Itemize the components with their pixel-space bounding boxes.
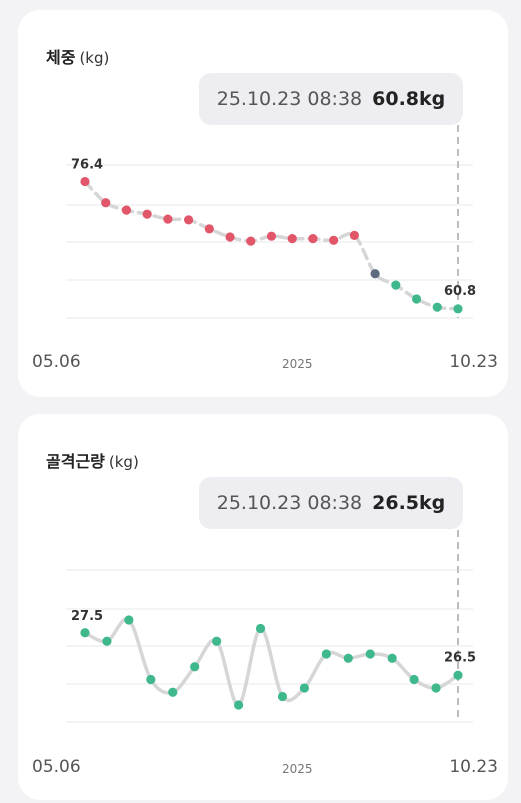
weight-data-point[interactable]	[121, 205, 132, 215]
muscle-data-point[interactable]	[365, 649, 375, 659]
weight-last-value-label: 60.8	[444, 284, 476, 299]
weight-data-point[interactable]	[225, 232, 235, 242]
muscle-data-point[interactable]	[321, 649, 331, 659]
muscle-data-point[interactable]	[453, 670, 463, 680]
weight-series-line	[83, 179, 460, 311]
muscle-data-point[interactable]	[212, 636, 222, 646]
muscle-card[interactable]: 골격근량 (kg) 27.5 26.5 25.10.23 08:38 26.5kg …	[18, 414, 508, 800]
muscle-data-point[interactable]	[80, 628, 90, 638]
muscle-tooltip-value: 26.5kg	[372, 492, 446, 514]
weight-card[interactable]: 체중 (kg) 76.4 60.8 25.10.23 08:38 60.8kg 05…	[18, 10, 508, 397]
muscle-title-label: 골격근량	[46, 452, 105, 471]
weight-data-point[interactable]	[266, 231, 277, 241]
weight-data-point[interactable]	[411, 294, 422, 304]
weight-data-point[interactable]	[80, 176, 90, 187]
muscle-tooltip-date: 25.10.23 08:38	[216, 492, 363, 514]
weight-tooltip-value: 60.8kg	[372, 88, 446, 110]
muscle-unit-label: (kg)	[108, 453, 139, 471]
weight-data-point[interactable]	[142, 209, 152, 219]
weight-title-label: 체중	[46, 48, 76, 67]
weight-data-point[interactable]	[453, 304, 463, 314]
muscle-data-point[interactable]	[124, 615, 134, 625]
muscle-data-point[interactable]	[431, 683, 441, 693]
muscle-data-point[interactable]	[343, 653, 353, 663]
weight-data-point[interactable]	[246, 236, 256, 246]
weight-data-point[interactable]	[391, 280, 401, 290]
muscle-data-point[interactable]	[190, 662, 200, 672]
weight-tooltip-date: 25.10.23 08:38	[216, 88, 363, 110]
weight-data-point[interactable]	[204, 224, 214, 234]
muscle-data-point[interactable]	[277, 691, 288, 702]
muscle-data-point[interactable]	[387, 653, 397, 663]
muscle-x-end-label: 10.23	[449, 757, 498, 777]
weight-unit-label: (kg)	[79, 49, 110, 67]
muscle-data-point[interactable]	[168, 687, 178, 697]
weight-data-point[interactable]	[163, 214, 173, 224]
weight-data-point[interactable]	[184, 215, 194, 225]
muscle-first-value-label: 27.5	[71, 609, 103, 624]
muscle-x-start-label: 05.06	[32, 757, 81, 777]
weight-x-end-label: 10.23	[449, 352, 498, 372]
weight-x-start-label: 05.06	[32, 352, 81, 372]
muscle-chart[interactable]: 27.5 26.5	[18, 414, 508, 800]
muscle-data-point[interactable]	[299, 683, 310, 693]
weight-data-point[interactable]	[432, 302, 442, 312]
muscle-data-point[interactable]	[102, 636, 112, 646]
weight-title: 체중 (kg)	[46, 44, 109, 68]
weight-first-value-label: 76.4	[71, 158, 103, 173]
muscle-data-point[interactable]	[233, 700, 244, 710]
weight-data-point[interactable]	[370, 269, 380, 279]
muscle-title: 골격근량 (kg)	[46, 448, 139, 472]
muscle-x-year-label: 2025	[282, 762, 313, 776]
weight-data-point[interactable]	[308, 234, 318, 244]
muscle-last-value-label: 26.5	[444, 650, 476, 665]
weight-x-year-label: 2025	[282, 357, 313, 371]
weight-data-point[interactable]	[101, 198, 111, 208]
muscle-data-point[interactable]	[409, 674, 419, 685]
muscle-data-point[interactable]	[255, 623, 266, 634]
weight-chart[interactable]: 76.4 60.8	[18, 10, 508, 397]
muscle-series-line	[83, 617, 460, 707]
weight-data-point[interactable]	[329, 235, 339, 245]
muscle-data-point[interactable]	[146, 674, 156, 685]
muscle-tooltip: 25.10.23 08:38 26.5kg	[199, 477, 463, 529]
weight-data-point[interactable]	[349, 230, 359, 240]
weight-data-point[interactable]	[287, 234, 297, 244]
weight-tooltip: 25.10.23 08:38 60.8kg	[199, 73, 463, 125]
